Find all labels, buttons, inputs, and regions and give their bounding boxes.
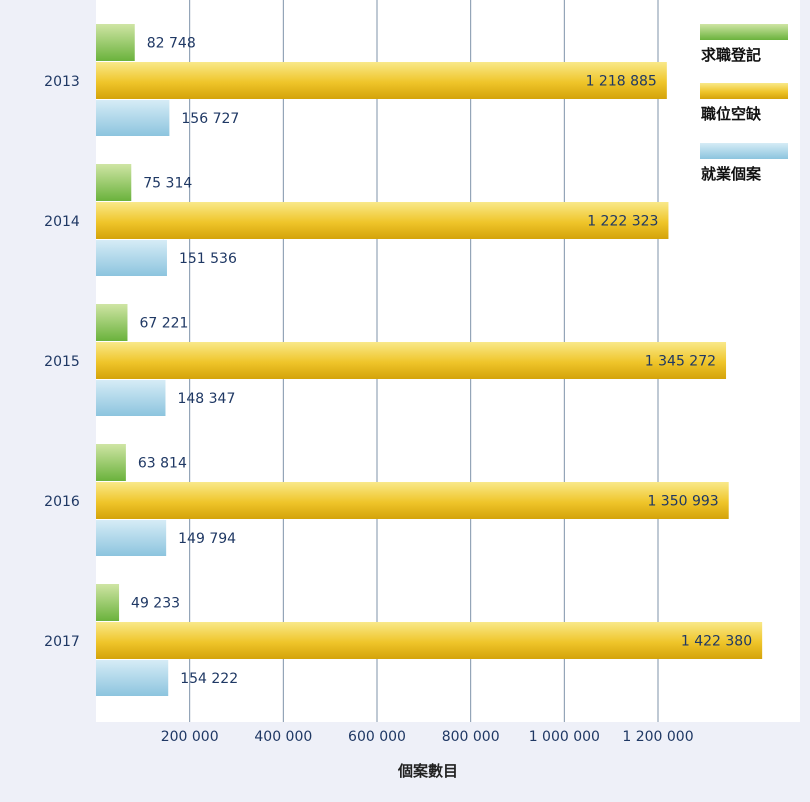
green-bar (96, 444, 126, 481)
y-tick-label: 2014 (44, 214, 80, 230)
y-tick-label: 2016 (44, 494, 80, 510)
data-label: 1 218 885 (586, 74, 657, 90)
data-label: 1 222 323 (587, 214, 658, 230)
data-label: 154 222 (180, 671, 238, 687)
value-labels: 82 748 1 218 885 156 727 75 314 1 222 323 151… (131, 36, 752, 688)
y-tick-label: 2015 (44, 354, 80, 370)
x-tick-label: 600 000 (348, 729, 406, 745)
data-label: 63 814 (138, 456, 187, 472)
data-label: 75 314 (143, 176, 192, 192)
x-tick-label: 1 200 000 (622, 729, 693, 745)
data-label: 49 233 (131, 596, 180, 612)
legend-label: 職位空缺 (701, 105, 762, 123)
y-tick-label: 2013 (44, 74, 80, 90)
blue-bar (96, 100, 170, 136)
data-label: 148 347 (177, 391, 235, 407)
x-axis-title: 個案數目 (397, 762, 458, 780)
blue-bar (96, 240, 167, 276)
x-axis: 200 000 400 000 600 000 800 000 1 000 000 1 2… (161, 729, 694, 745)
gold-bar (96, 342, 727, 379)
data-label: 1 422 380 (681, 634, 752, 650)
x-tick-label: 800 000 (442, 729, 500, 745)
data-label: 82 748 (147, 36, 196, 52)
legend-label: 就業個案 (701, 165, 762, 183)
x-tick-label: 400 000 (254, 729, 312, 745)
legend-swatch (700, 83, 788, 99)
data-label: 156 727 (181, 111, 239, 127)
gold-bar (96, 62, 667, 99)
x-tick-label: 200 000 (161, 729, 219, 745)
bars (96, 24, 763, 696)
legend-swatch (700, 24, 788, 40)
gold-bar (96, 482, 729, 519)
data-label: 1 350 993 (647, 494, 718, 510)
legend-label: 求職登記 (701, 46, 761, 64)
blue-bar (96, 380, 166, 416)
green-bar (96, 164, 132, 201)
data-label: 151 536 (179, 251, 237, 267)
y-axis: 2013 2014 2015 2016 2017 (44, 74, 80, 650)
gold-bar (96, 622, 763, 659)
green-bar (96, 304, 128, 341)
blue-bar (96, 520, 167, 556)
data-label: 67 221 (139, 316, 188, 332)
gold-bar (96, 202, 669, 239)
y-tick-label: 2017 (44, 634, 80, 650)
legend-swatch (700, 143, 788, 159)
green-bar (96, 24, 135, 61)
data-label: 149 794 (178, 531, 236, 547)
blue-bar (96, 660, 169, 696)
green-bar (96, 584, 120, 621)
data-label: 1 345 272 (645, 354, 716, 370)
x-tick-label: 1 000 000 (529, 729, 600, 745)
